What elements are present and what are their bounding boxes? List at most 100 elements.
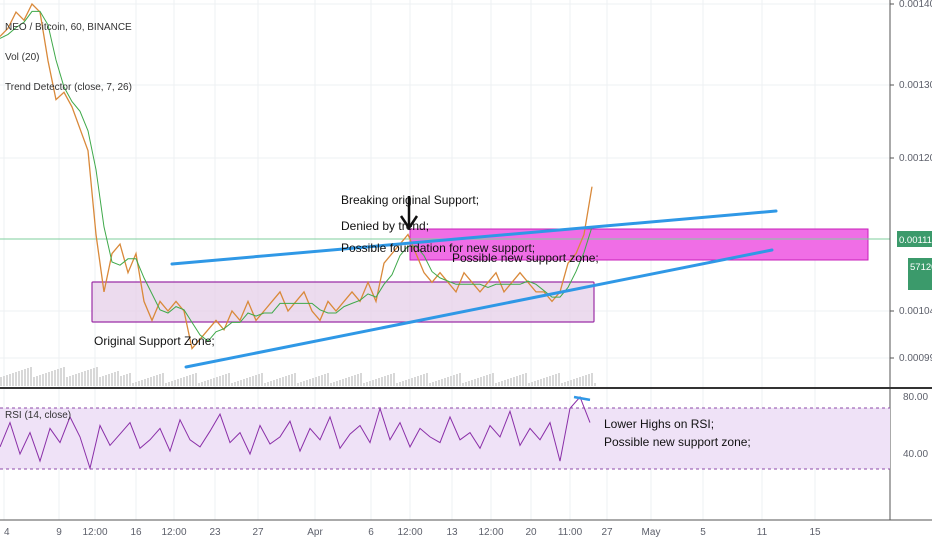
- volume-bar: [438, 380, 440, 386]
- volume-bar: [45, 373, 47, 386]
- volume-bar: [114, 372, 116, 386]
- time-tick-label: 11:00: [558, 527, 583, 538]
- price-tick-label: 0.001040: [899, 306, 932, 317]
- volume-bar: [156, 375, 158, 386]
- volume-bar: [147, 378, 149, 386]
- volume-bar: [132, 383, 134, 386]
- volume-bar: [363, 383, 365, 386]
- volume-bar: [246, 378, 248, 386]
- volume-bar: [255, 375, 257, 386]
- time-tick-label: 16: [130, 527, 142, 538]
- volume-bar: [351, 376, 353, 386]
- volume-bar: [564, 382, 566, 386]
- volume-bar: [294, 373, 296, 386]
- volume-bar: [417, 376, 419, 386]
- volume-bar: [267, 382, 269, 386]
- volume-bar: [357, 374, 359, 386]
- volume-bar: [486, 375, 488, 386]
- volume-bar: [219, 376, 221, 386]
- volume-bar: [150, 377, 152, 386]
- volume-bar: [537, 380, 539, 386]
- volume-bar: [6, 375, 8, 386]
- volume-bar: [594, 383, 596, 386]
- volume-bar: [9, 374, 11, 386]
- annotation-breaking-2: Denied by trend;: [341, 219, 429, 233]
- current-volume-label: 57120: [910, 262, 932, 273]
- volume-bar: [420, 375, 422, 386]
- volume-bar: [318, 376, 320, 386]
- volume-bar: [135, 382, 137, 386]
- volume-bar: [90, 369, 92, 386]
- volume-bar: [285, 376, 287, 386]
- volume-bar: [432, 382, 434, 386]
- volume-bar: [237, 381, 239, 386]
- volume-bar: [345, 378, 347, 386]
- volume-bar: [69, 376, 71, 386]
- rsi-band: [0, 408, 890, 469]
- rsi-axis-ticks: 80.00 40.00: [903, 392, 928, 460]
- rsi-series-line: [0, 396, 591, 471]
- volume-bar: [93, 368, 95, 386]
- volume-bar: [15, 372, 17, 386]
- rsi-tick-label: 40.00: [903, 449, 928, 460]
- volume-bar: [573, 379, 575, 386]
- volume-bar: [66, 377, 68, 386]
- volume-bar: [234, 382, 236, 386]
- volume-bar: [168, 382, 170, 386]
- rsi-annotation-1: Lower Highs on RSI;: [604, 417, 714, 431]
- volume-bar: [567, 381, 569, 386]
- volume-bar: [270, 381, 272, 386]
- current-price-badge: [897, 231, 932, 247]
- volume-bar: [300, 382, 302, 386]
- volume-bar: [492, 373, 494, 386]
- time-tick-label: Apr: [307, 527, 323, 538]
- volume-bar: [402, 381, 404, 386]
- volume-bar: [48, 372, 50, 386]
- rsi-divergence-line: [573, 395, 591, 402]
- volume-bar: [129, 373, 131, 386]
- time-tick-label: 11: [757, 527, 768, 538]
- volume-bar: [240, 380, 242, 386]
- volume-bar: [264, 383, 266, 386]
- volume-bar: [441, 379, 443, 386]
- volume-bar: [216, 377, 218, 386]
- time-tick-label: 12:00: [82, 527, 107, 538]
- price-tick-label: 0.000990: [899, 353, 932, 364]
- volume-bar: [201, 382, 203, 386]
- volume-bar: [108, 374, 110, 386]
- volume-bar: [534, 381, 536, 386]
- volume-bar: [111, 373, 113, 386]
- volume-bar: [180, 378, 182, 386]
- volume-bar: [468, 381, 470, 386]
- current-volume-badge: [908, 258, 932, 290]
- volume-bar: [336, 381, 338, 386]
- volume-bar: [435, 381, 437, 386]
- volume-bar: [426, 373, 428, 386]
- volume-bar: [498, 382, 500, 386]
- volume-bar: [72, 375, 74, 386]
- annotation-breaking-3: Possible foundation for new support;: [341, 241, 535, 255]
- time-tick-label: 12:00: [478, 527, 503, 538]
- volume-bar: [390, 374, 392, 386]
- price-axis-ticks: 0.001400 0.001300 0.001200 0.001040 0.000990: [890, 0, 932, 364]
- volume-bar: [33, 377, 35, 386]
- volume-bar: [516, 376, 518, 386]
- price-tick-label: 0.001300: [899, 80, 932, 91]
- time-tick-label: May: [642, 527, 661, 538]
- volume-bar: [510, 378, 512, 386]
- volume-bar: [288, 375, 290, 386]
- volume-bar: [252, 376, 254, 386]
- volume-bar: [207, 380, 209, 386]
- volume-bar: [282, 377, 284, 386]
- volume-bar: [489, 374, 491, 386]
- volume-bar: [342, 379, 344, 386]
- time-axis-ticks: 4 9 12:00 16 12:00 23 27 Apr 6 12:00 13 12:00 20 11:0…: [4, 527, 821, 538]
- volume-bar: [159, 374, 161, 386]
- volume-bar: [450, 376, 452, 386]
- volume-bar: [195, 373, 197, 386]
- volume-bar: [555, 374, 557, 386]
- volume-bar: [330, 383, 332, 386]
- volume-bar: [228, 373, 230, 386]
- down-arrow-icon: [399, 196, 419, 231]
